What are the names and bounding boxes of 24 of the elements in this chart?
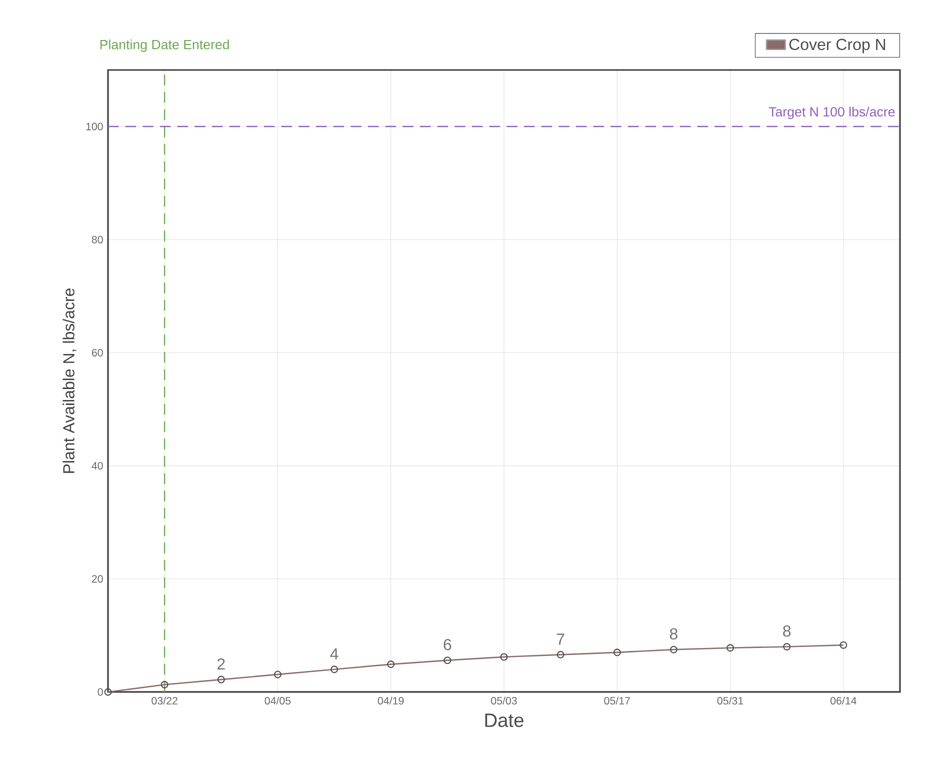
x-tick-label: 05/03 [491, 696, 517, 705]
y-axis-title: Plant Available N, lbs/acre [62, 288, 76, 473]
ref-line-label: Target N 100 lbs/acre [768, 106, 895, 120]
ref-line-label: Planting Date Entered [100, 40, 229, 52]
data-label: 2 [217, 658, 225, 670]
y-tick-label: 80 [92, 236, 103, 244]
legend-label: Cover Crop N [789, 38, 886, 54]
data-label: 8 [670, 628, 678, 640]
x-tick-label: 05/17 [604, 696, 630, 705]
x-tick-label: 03/22 [152, 696, 178, 705]
data-label: 6 [444, 638, 452, 650]
data-label: 8 [783, 625, 791, 637]
x-tick-label: 06/14 [830, 696, 856, 705]
data-label: 7 [556, 634, 564, 645]
y-tick-label: 0 [98, 688, 103, 696]
data-label: 4 [330, 648, 338, 660]
x-tick-label: 04/19 [378, 696, 404, 705]
y-tick-label: 100 [86, 122, 103, 130]
x-axis-title: Date [485, 714, 524, 728]
y-tick-label: 60 [92, 348, 103, 356]
x-tick-label: 05/31 [717, 696, 744, 705]
y-tick-label: 40 [92, 462, 103, 470]
x-tick-label: 04/05 [264, 696, 291, 705]
y-tick-label: 20 [92, 575, 103, 583]
